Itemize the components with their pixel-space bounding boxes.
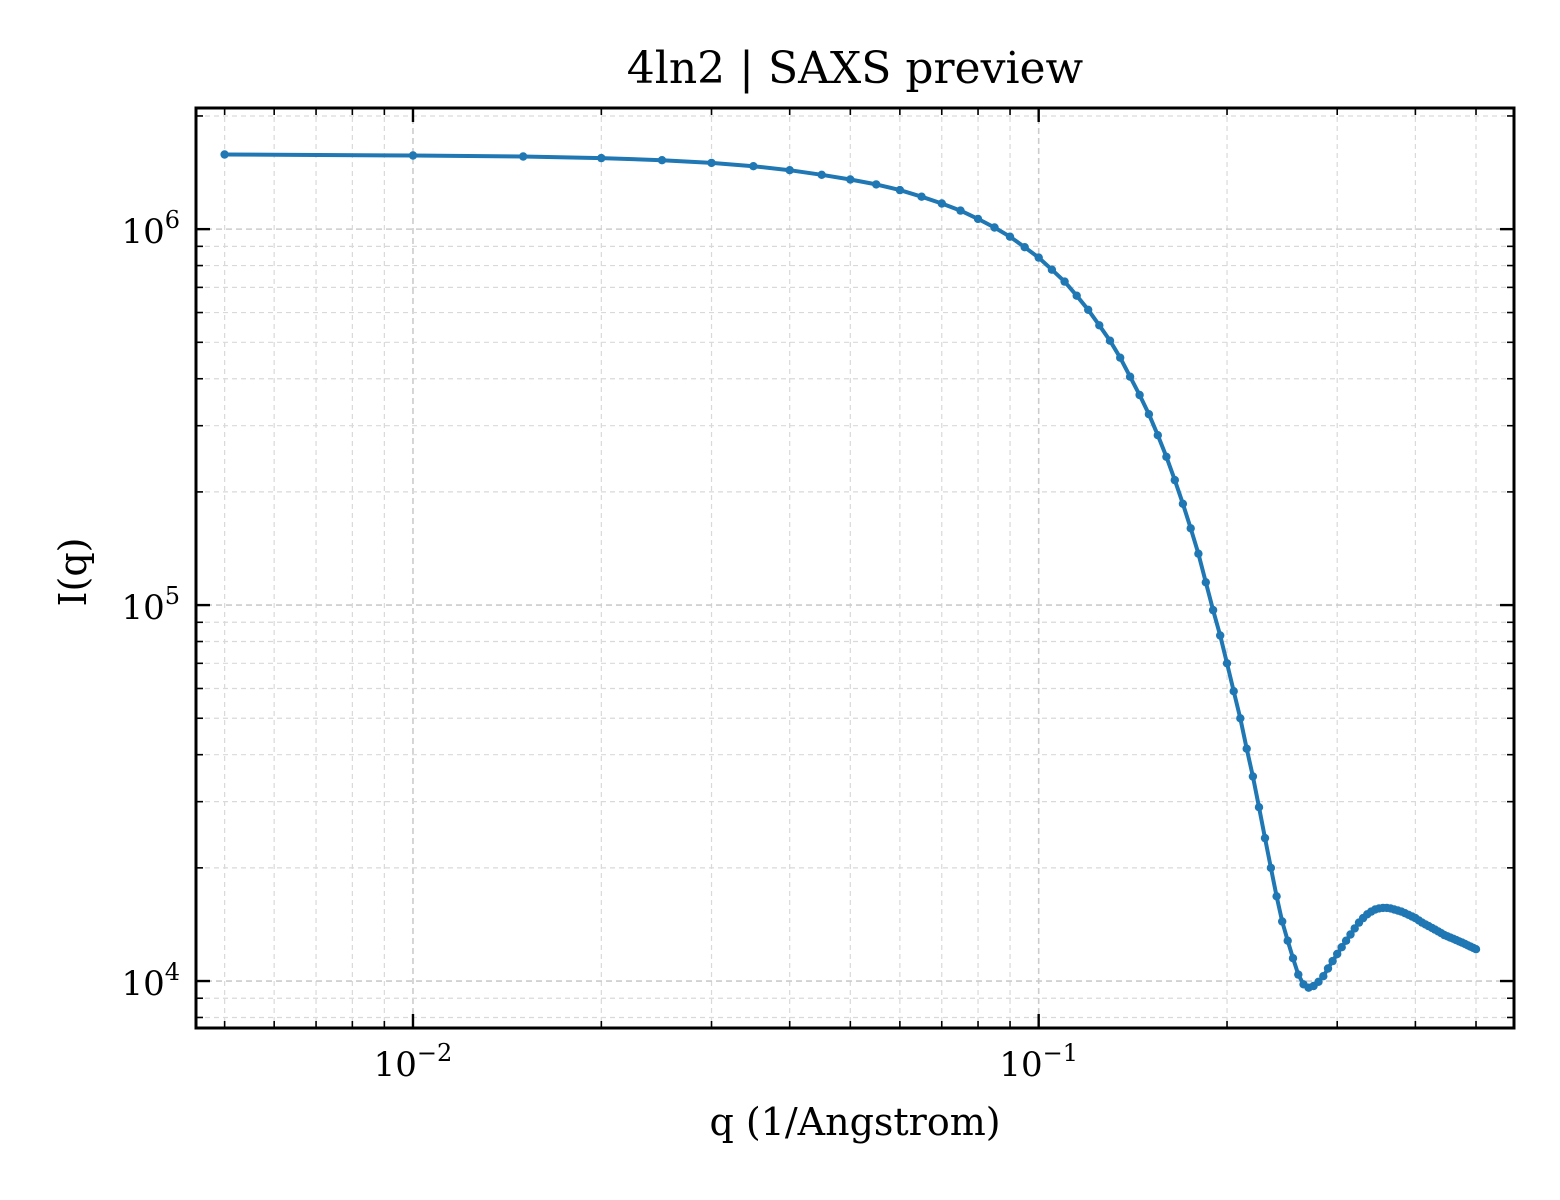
data-point — [1170, 475, 1180, 485]
data-point — [990, 223, 999, 232]
data-point — [1266, 863, 1276, 873]
data-point — [917, 192, 926, 201]
tick-labels: 10−2 10−1 104 105 106 — [121, 206, 1078, 1085]
data-point — [657, 156, 667, 165]
data-point — [1346, 930, 1355, 939]
data-point — [1116, 353, 1125, 362]
plot-series — [220, 150, 1481, 992]
data-point — [1260, 833, 1270, 843]
data-point — [1178, 499, 1188, 508]
data-point — [1314, 977, 1323, 986]
data-point — [1135, 390, 1144, 400]
data-point — [1236, 714, 1245, 723]
data-point — [1323, 964, 1333, 973]
data-point — [1084, 305, 1093, 314]
x-axis-label: q (1/Angstrom) — [709, 1100, 1000, 1144]
y-axis-label: I(q) — [51, 538, 95, 607]
data-point — [1020, 243, 1029, 252]
data-point — [1194, 549, 1203, 558]
data-point — [1471, 945, 1481, 954]
data-point — [220, 150, 229, 159]
y-tick-label: 105 — [121, 582, 180, 628]
data-point — [1242, 744, 1251, 753]
data-point — [1341, 936, 1351, 945]
data-point — [519, 152, 528, 161]
data-point — [937, 199, 946, 208]
data-point — [1350, 924, 1359, 933]
data-point — [1229, 687, 1238, 696]
data-point — [1248, 772, 1258, 781]
data-point — [1005, 232, 1015, 241]
data-point — [1095, 321, 1104, 330]
data-point — [1337, 943, 1346, 952]
data-point — [1288, 954, 1298, 963]
data-point — [1328, 956, 1337, 966]
data-point — [1216, 631, 1225, 640]
data-point — [1294, 970, 1303, 979]
data-point — [1186, 524, 1195, 533]
data-point — [1278, 917, 1287, 926]
plot-frame — [194, 106, 1516, 1030]
data-point — [597, 153, 606, 163]
data-point — [1162, 452, 1171, 461]
data-point — [1222, 659, 1232, 668]
data-point — [1125, 372, 1135, 381]
data-point — [846, 175, 855, 184]
data-point — [1034, 253, 1043, 262]
data-point — [1153, 431, 1163, 440]
data-point — [956, 206, 965, 215]
data-point — [1208, 605, 1218, 615]
data-point — [1272, 892, 1281, 901]
data-point — [1333, 949, 1342, 959]
data-point — [872, 180, 881, 189]
y-tick-label: 106 — [121, 206, 180, 252]
data-point — [749, 162, 758, 171]
grid — [196, 108, 1514, 1028]
data-point — [1072, 291, 1081, 300]
data-point — [707, 158, 716, 168]
data-point — [1060, 277, 1069, 286]
data-point — [1283, 936, 1292, 945]
chart-title: 4ln2 | SAXS preview — [627, 43, 1084, 94]
data-point — [1319, 972, 1328, 981]
x-tick-label: 10−2 — [374, 1039, 453, 1085]
data-point — [408, 151, 418, 160]
data-point — [1047, 265, 1057, 274]
data-point — [1254, 803, 1264, 812]
data-point — [973, 214, 983, 224]
data-point — [817, 170, 826, 179]
data-point — [1201, 578, 1211, 587]
data-point — [785, 166, 794, 175]
y-tick-label: 104 — [121, 958, 180, 1004]
data-point — [895, 185, 905, 195]
data-point — [1144, 410, 1154, 419]
data-point — [1105, 336, 1115, 345]
x-tick-label: 10−1 — [999, 1039, 1078, 1085]
